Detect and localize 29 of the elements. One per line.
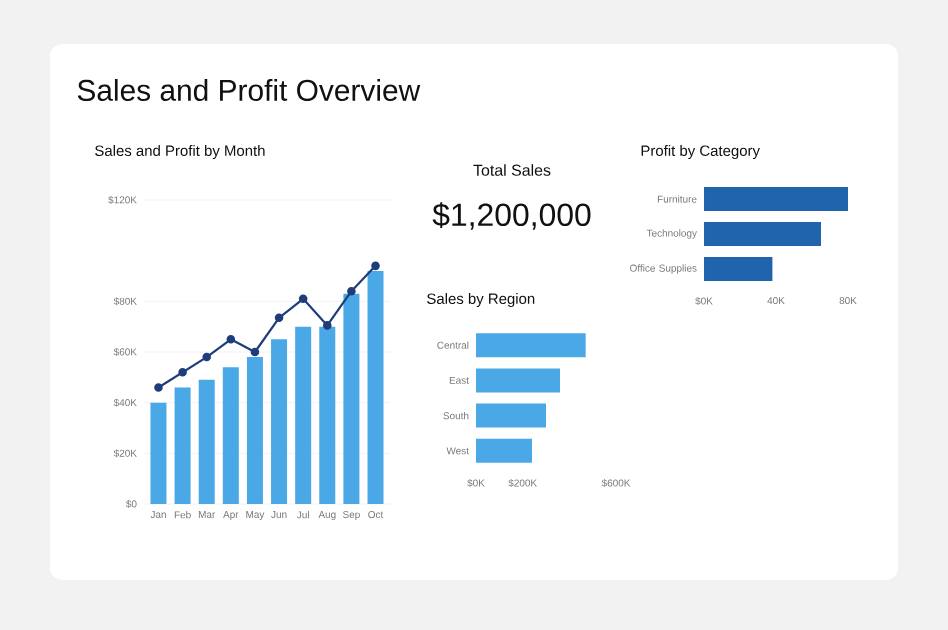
point [371,261,380,271]
bar [476,333,586,358]
bar [704,221,821,246]
point [322,321,332,330]
point [226,335,236,344]
bar [319,326,336,504]
point [202,352,211,362]
point [178,367,187,377]
bar [704,186,848,211]
bar [367,270,384,504]
text: Sales and Profit Overview [77,79,421,101]
point [274,313,284,323]
bar [246,357,263,504]
bar [476,438,533,463]
bar [343,293,360,504]
bar [150,402,167,504]
bar [704,257,773,281]
bar [295,326,312,504]
bar [476,368,561,393]
point [347,286,356,296]
point [250,347,260,357]
bar [222,367,239,504]
bar [476,403,547,428]
bar [198,379,215,504]
text: $1,200,000 [432,202,591,230]
bar [271,339,288,504]
point [154,383,163,392]
bar [174,387,191,504]
point [298,294,308,304]
